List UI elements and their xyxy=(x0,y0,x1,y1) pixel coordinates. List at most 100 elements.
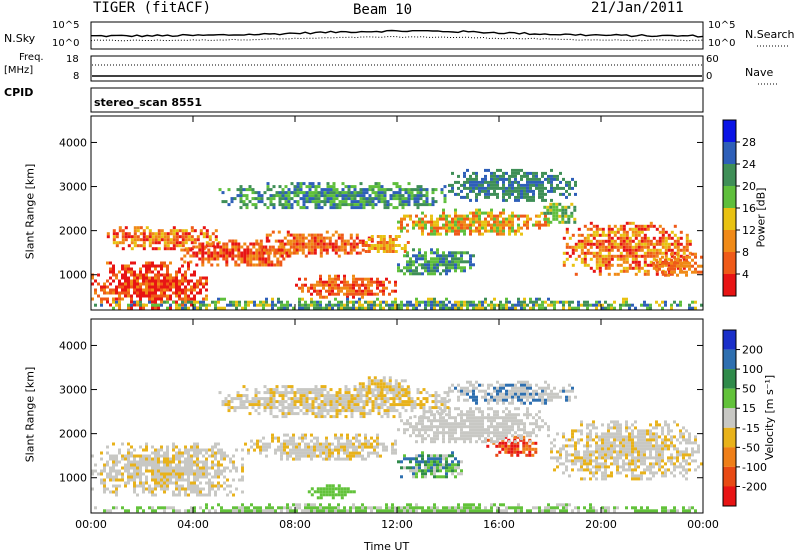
echo-cell xyxy=(207,242,211,246)
echo-cell xyxy=(317,191,321,195)
echo-cell xyxy=(517,229,520,233)
echo-cell xyxy=(504,450,508,454)
echo-cell xyxy=(322,239,326,243)
echo-cell xyxy=(475,208,478,212)
echo-cell xyxy=(361,457,364,461)
echo-cell xyxy=(454,180,457,184)
echo-cell xyxy=(415,463,418,467)
echo-cell xyxy=(193,300,196,304)
echo-cell xyxy=(328,280,331,284)
echo-cell xyxy=(664,435,667,439)
echo-cell xyxy=(595,254,599,258)
echo-cell xyxy=(472,189,475,193)
echo-cell xyxy=(649,435,652,439)
echo-cell xyxy=(505,431,508,435)
echo-cell xyxy=(556,177,559,181)
echo-cell xyxy=(619,444,622,448)
echo-cell xyxy=(307,239,311,243)
echo-cell xyxy=(507,447,511,451)
echo-cell xyxy=(341,197,345,201)
echo-cell xyxy=(634,260,638,264)
echo-cell xyxy=(160,261,163,265)
echo-cell xyxy=(568,183,571,187)
echo-cell xyxy=(298,286,301,290)
echo-cell xyxy=(207,248,211,252)
echo-cell xyxy=(355,445,358,449)
echo-cell xyxy=(334,445,337,449)
echo-cell xyxy=(643,269,647,273)
echo-cell xyxy=(400,466,403,470)
echo-cell xyxy=(525,447,529,451)
echo-cell xyxy=(499,300,502,304)
echo-cell xyxy=(208,487,211,491)
echo-cell xyxy=(637,242,641,246)
echo-cell xyxy=(463,398,466,402)
echo-cell xyxy=(564,205,568,209)
echo-cell xyxy=(163,475,166,479)
echo-cell xyxy=(292,233,296,237)
echo-cell xyxy=(370,451,373,455)
echo-cell xyxy=(457,180,460,184)
echo-cell xyxy=(334,274,337,278)
echo-cell xyxy=(409,217,412,221)
echo-cell xyxy=(190,291,193,295)
echo-cell xyxy=(195,263,199,267)
echo-cell xyxy=(352,451,355,455)
echo-cell xyxy=(190,288,193,292)
echo-cell xyxy=(236,188,240,192)
echo-cell xyxy=(583,251,587,255)
echo-cell xyxy=(187,463,190,467)
echo-cell xyxy=(442,254,445,258)
echo-cell xyxy=(454,437,457,441)
echo-cell xyxy=(220,472,223,476)
echo-cell xyxy=(305,191,309,195)
echo-cell xyxy=(466,389,469,393)
echo-cell xyxy=(346,303,349,307)
echo-cell xyxy=(661,300,664,304)
echo-cell xyxy=(538,303,541,307)
echo-cell xyxy=(364,277,367,281)
echo-cell xyxy=(490,437,493,441)
echo-cell xyxy=(583,468,586,472)
echo-cell xyxy=(223,306,226,310)
echo-cell xyxy=(586,462,589,466)
echo-cell xyxy=(427,428,430,432)
echo-cell xyxy=(589,423,592,427)
echo-cell xyxy=(595,426,598,430)
echo-cell xyxy=(667,447,670,451)
echo-cell xyxy=(151,285,154,289)
echo-cell xyxy=(266,197,270,201)
echo-cell xyxy=(604,248,608,252)
echo-cell xyxy=(637,456,640,460)
echo-cell xyxy=(302,206,306,210)
echo-cell xyxy=(373,244,377,247)
echo-cell xyxy=(343,487,347,491)
echo-cell xyxy=(392,197,396,201)
echo-cell xyxy=(322,242,326,246)
echo-cell xyxy=(175,457,178,461)
echo-cell xyxy=(307,286,310,290)
echo-cell xyxy=(166,466,169,470)
echo-cell xyxy=(505,306,508,310)
echo-cell xyxy=(607,456,610,460)
echo-cell xyxy=(403,217,406,221)
echo-cell xyxy=(313,451,316,455)
echo-cell xyxy=(323,191,327,195)
echo-cell xyxy=(643,429,646,433)
echo-cell xyxy=(667,423,670,427)
echo-cell xyxy=(352,245,356,249)
echo-cell xyxy=(421,472,424,476)
echo-cell xyxy=(293,194,297,198)
echo-cell xyxy=(178,306,181,310)
echo-cell xyxy=(601,257,605,261)
echo-cell xyxy=(319,303,322,307)
echo-cell xyxy=(628,465,631,469)
echo-cell xyxy=(280,445,283,449)
echo-cell xyxy=(187,493,190,497)
echo-cell xyxy=(562,447,565,451)
echo-cell xyxy=(127,267,130,271)
echo-cell xyxy=(199,303,202,307)
echo-cell xyxy=(338,206,342,210)
echo-cell xyxy=(276,260,280,264)
echo-cell xyxy=(237,251,241,255)
